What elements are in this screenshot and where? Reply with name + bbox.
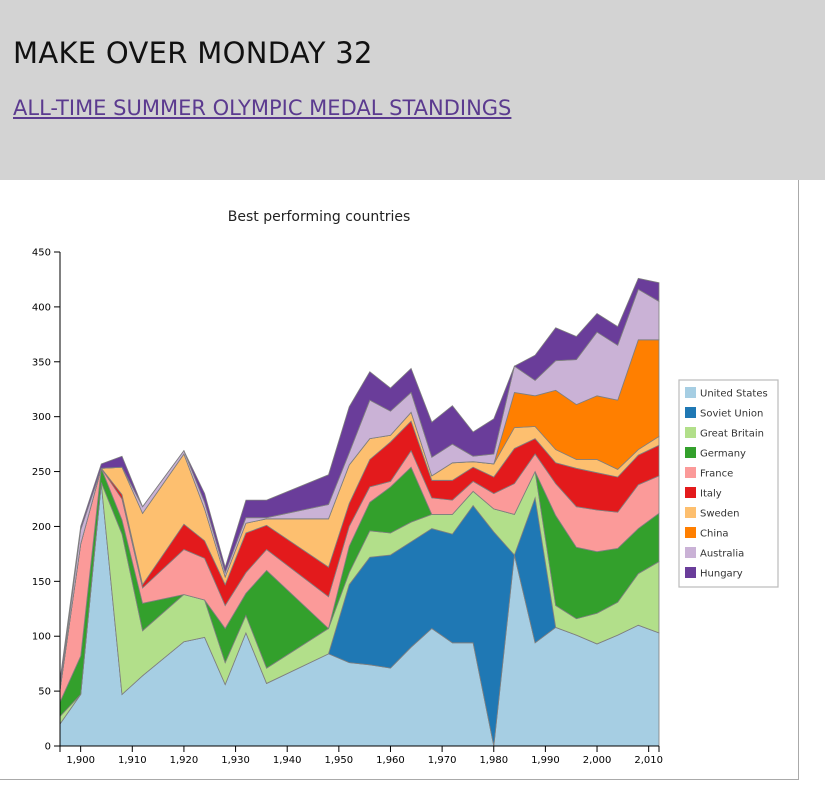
legend-swatch [685, 427, 696, 438]
legend-swatch [685, 407, 696, 418]
page-header: MAKE OVER MONDAY 32 ALL-TIME SUMMER OLYM… [0, 0, 825, 180]
x-tick-label: 1,970 [428, 755, 457, 766]
legend-swatch [685, 447, 696, 458]
page-title: MAKE OVER MONDAY 32 [13, 36, 373, 70]
legend-label: Hungary [700, 569, 743, 580]
y-tick-label: 450 [32, 248, 51, 259]
legend-label: Sweden [700, 509, 740, 520]
x-tick-label: 1,990 [531, 755, 560, 766]
x-axis: 1,900 1,910 1,920 1,930 1,940 1,950 1,960 1,970… [59, 745, 663, 766]
legend-label: China [700, 529, 729, 540]
y-tick-label: 100 [32, 632, 51, 643]
medal-standings-link[interactable]: ALL-TIME SUMMER OLYMPIC MEDAL STANDINGS [13, 96, 512, 120]
legend-swatch [685, 467, 696, 478]
legend-label: France [700, 469, 733, 480]
y-tick-label: 0 [45, 742, 51, 753]
legend-swatch [685, 387, 696, 398]
legend-swatch [685, 527, 696, 538]
y-axis: 0 50 100 150 200 250 300 350 400 450 [32, 248, 61, 753]
legend: United States Soviet Union Great Britain Ge… [678, 379, 779, 588]
legend-swatch [685, 547, 696, 558]
x-tick-label: 1,920 [170, 755, 199, 766]
y-tick-label: 300 [32, 412, 51, 423]
legend-label: Italy [700, 489, 722, 500]
legend-swatch [685, 487, 696, 498]
legend-label: Germany [700, 449, 746, 460]
x-tick-label: 2,010 [634, 755, 663, 766]
legend-label: Soviet Union [700, 409, 763, 420]
x-tick-label: 1,930 [221, 755, 250, 766]
area-hungary [59, 277, 660, 688]
y-tick-label: 250 [32, 467, 51, 478]
x-tick-label: 1,960 [376, 755, 405, 766]
chart-title: Best performing countries [228, 209, 411, 225]
stacked-area-chart: Best performing countries 0 50 100 150 200 25… [32, 209, 779, 766]
y-tick-label: 50 [38, 687, 51, 698]
legend-label: Great Britain [700, 429, 764, 440]
legend-label: United States [700, 389, 768, 400]
x-tick-label: 1,900 [66, 755, 95, 766]
x-tick-label: 1,950 [325, 755, 354, 766]
legend-swatch [685, 567, 696, 578]
y-tick-label: 400 [32, 302, 51, 313]
x-tick-label: 2,000 [583, 755, 612, 766]
area-layers [59, 277, 660, 747]
y-tick-label: 150 [32, 577, 51, 588]
x-tick-label: 1,940 [273, 755, 302, 766]
y-tick-label: 350 [32, 357, 51, 368]
chart-frame: Best performing countries 0 50 100 150 200 25… [0, 180, 799, 780]
x-tick-label: 1,910 [118, 755, 147, 766]
y-tick-label: 200 [32, 522, 51, 533]
x-tick-label: 1,980 [479, 755, 508, 766]
legend-label: Australia [700, 549, 744, 560]
legend-swatch [685, 507, 696, 518]
